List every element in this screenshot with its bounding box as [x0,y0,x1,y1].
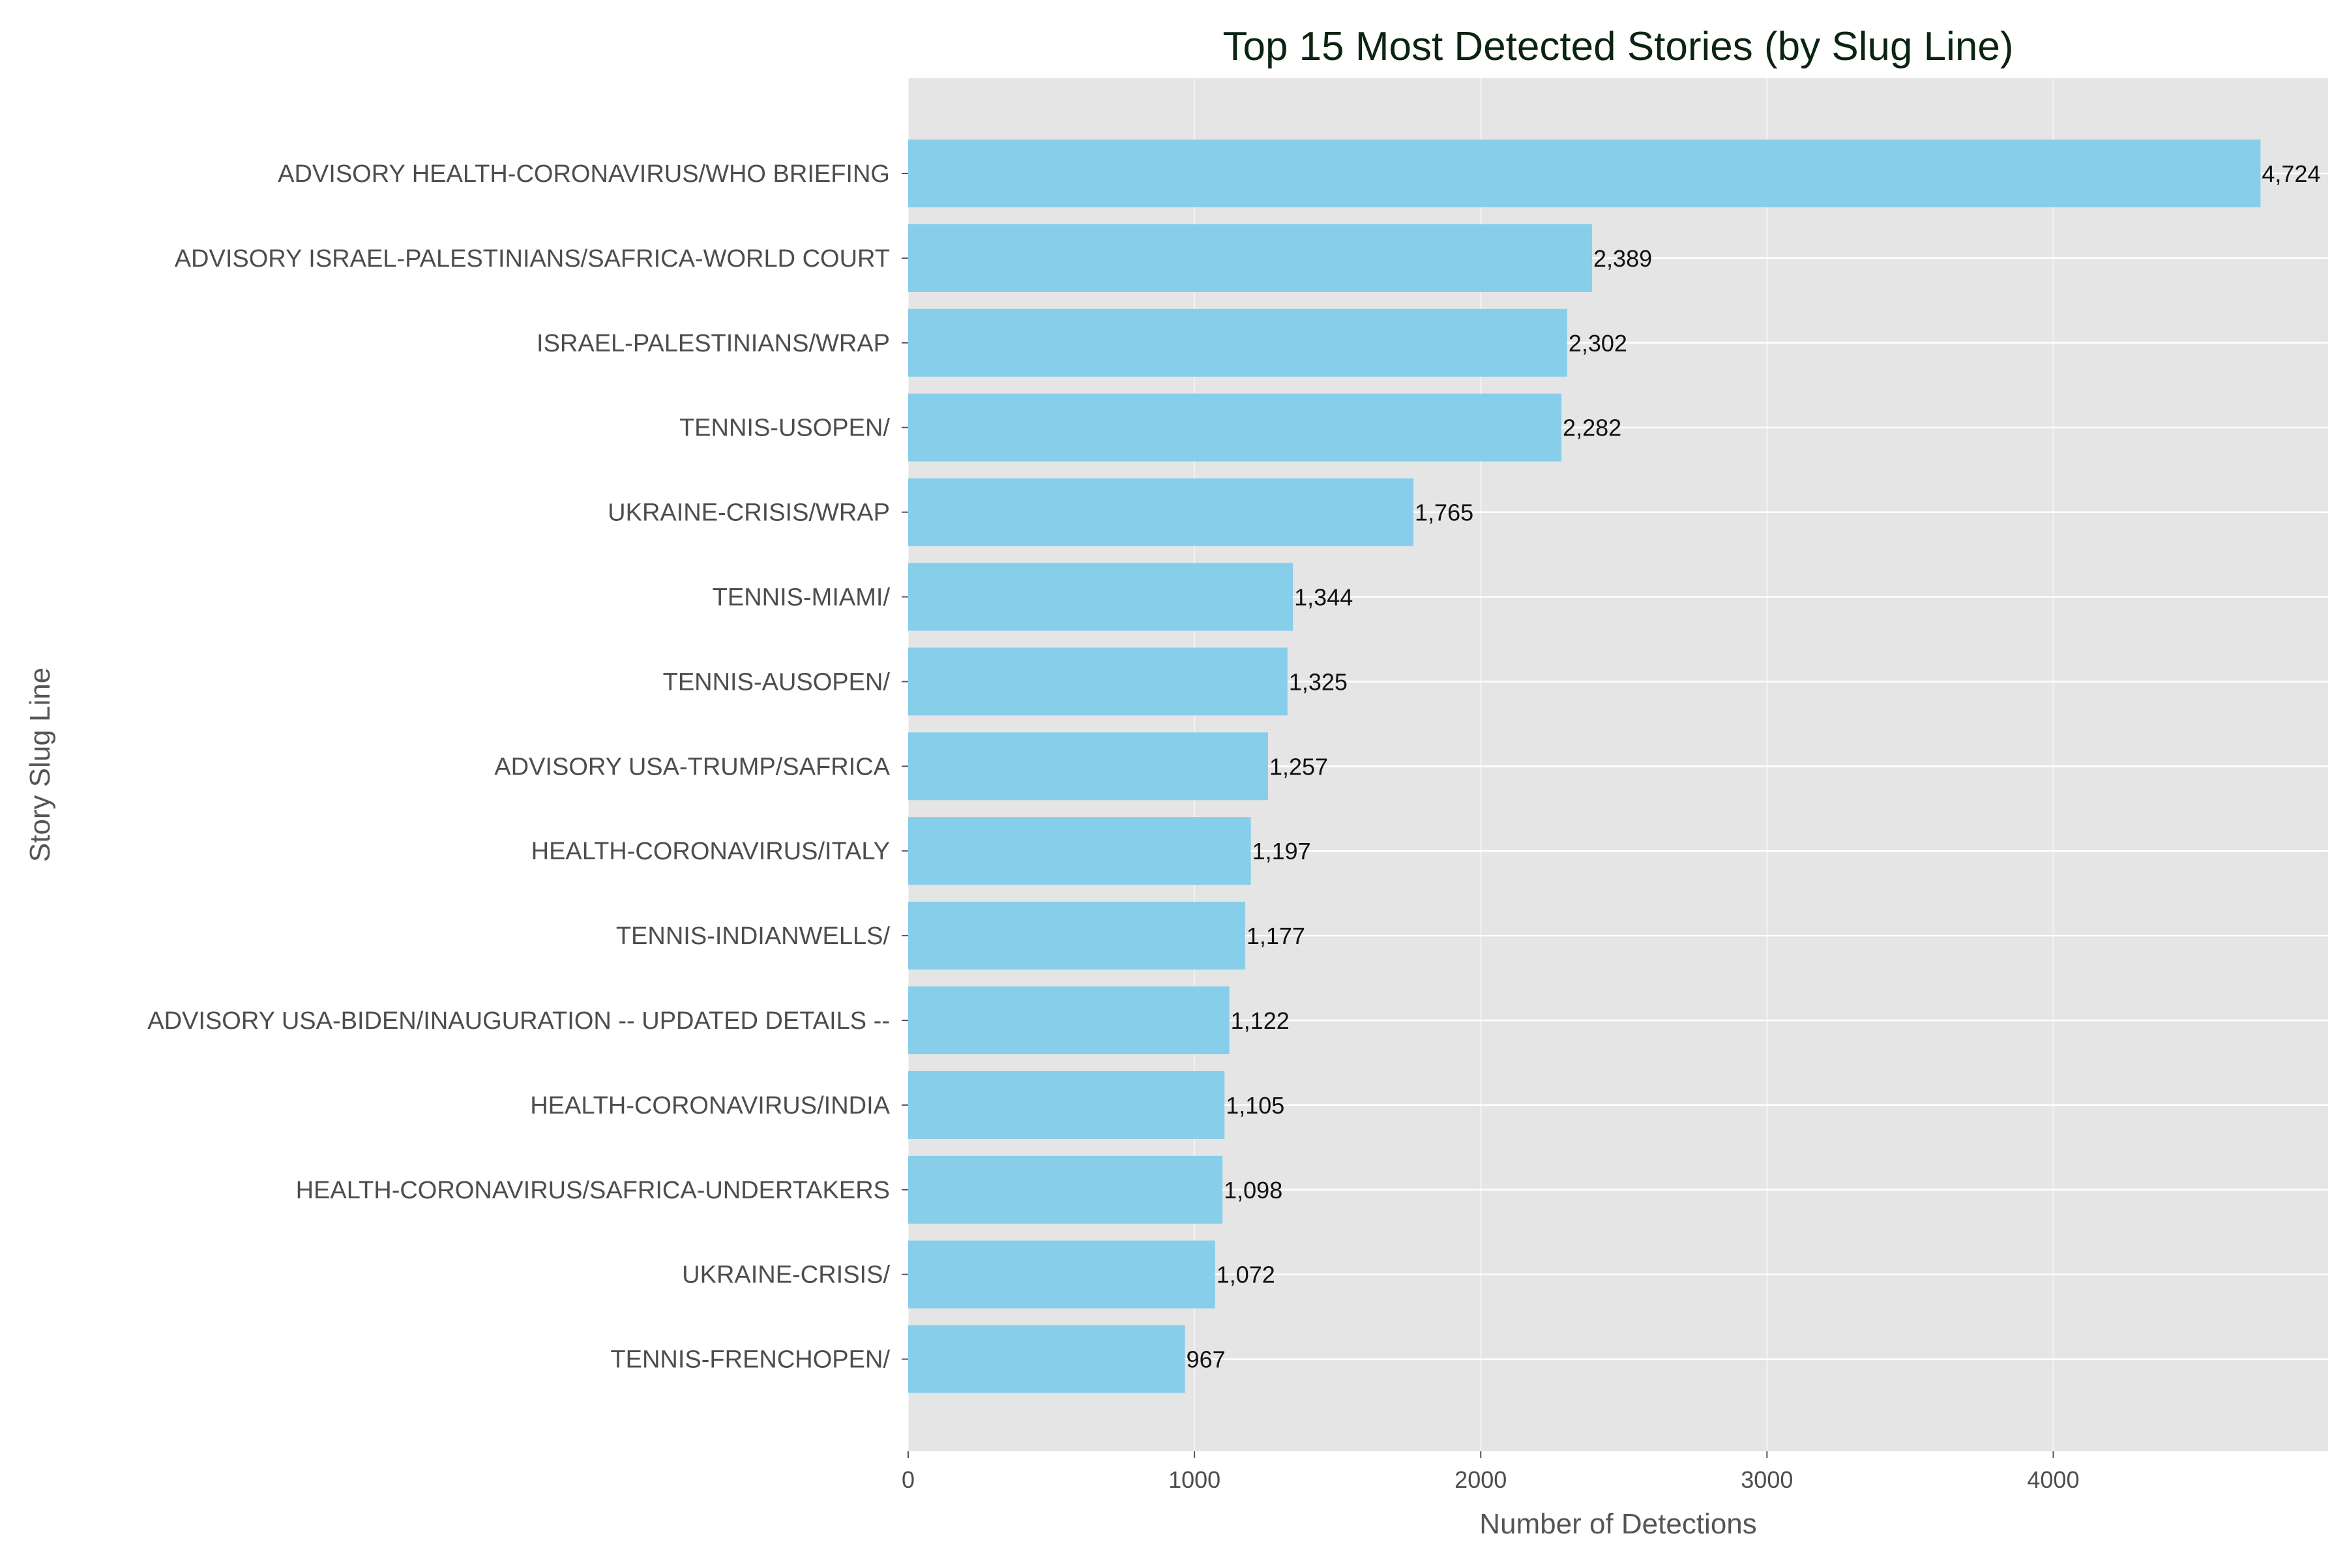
bar-value-label: 2,302 [1569,330,1627,357]
bar [908,817,1251,885]
bar-value-label: 2,282 [1563,415,1621,441]
bar [908,393,1562,462]
bar-value-label: 1,122 [1231,1007,1290,1034]
bar-value-label: 1,325 [1289,668,1348,695]
category-label: ADVISORY ISRAEL-PALESTINIANS/SAFRICA-WOR… [175,245,890,273]
x-tick-label: 0 [902,1466,915,1493]
bar-value-label: 1,177 [1247,923,1305,949]
category-label: TENNIS-USOPEN/ [679,415,890,442]
category-label: TENNIS-AUSOPEN/ [663,668,891,696]
x-tick-label: 4000 [2027,1466,2079,1493]
bar [908,1240,1215,1309]
bar-value-label: 1,098 [1224,1177,1282,1204]
bar-value-label: 4,724 [2262,160,2320,187]
bar-value-label: 1,257 [1269,753,1328,780]
bar-value-label: 1,197 [1252,838,1311,865]
x-tick-label: 3000 [1741,1466,1793,1493]
category-label: UKRAINE-CRISIS/ [682,1262,890,1289]
bar-value-label: 1,105 [1226,1092,1284,1119]
bar [908,647,1288,716]
y-axis-label: Story Slug Line [24,668,56,862]
bar [908,1325,1185,1393]
bar-value-label: 1,765 [1415,499,1473,526]
category-label: UKRAINE-CRISIS/WRAP [608,499,890,527]
bar [908,140,2261,207]
x-ticks: 0 1000 2000 3000 4000 [902,1451,2079,1493]
bar [908,986,1230,1054]
category-label: TENNIS-MIAMI/ [713,584,891,612]
bar-value-label: 967 [1187,1346,1226,1373]
bar [908,563,1293,631]
bar [908,1155,1223,1224]
bars [908,140,2261,1393]
chart-title: Top 15 Most Detected Stories (by Slug Li… [1222,24,2013,69]
bar-value-label: 1,072 [1217,1262,1275,1288]
bar-value-label: 1,344 [1294,584,1353,611]
category-labels: ADVISORY HEALTH-CORONAVIRUS/WHO BRIEFING… [147,160,908,1374]
category-label: TENNIS-FRENCHOPEN/ [610,1346,890,1374]
category-label: HEALTH-CORONAVIRUS/SAFRICA-UNDERTAKERS [296,1177,890,1204]
x-tick-label: 1000 [1168,1466,1220,1493]
value-labels: 4,724 2,389 2,302 2,282 1,765 1,344 1,325 1,257… [1187,160,2321,1373]
category-label: TENNIS-INDIANWELLS/ [616,923,891,950]
category-label: ISRAEL-PALESTINIANS/WRAP [537,330,890,357]
category-label: HEALTH-CORONAVIRUS/ITALY [531,838,890,865]
category-label: ADVISORY HEALTH-CORONAVIRUS/WHO BRIEFING [278,160,890,188]
bar [908,732,1268,801]
category-label: ADVISORY USA-TRUMP/SAFRICA [494,753,890,780]
bar [908,902,1245,970]
x-tick-label: 2000 [1454,1466,1507,1493]
x-axis-label: Number of Detections [1479,1508,1757,1540]
category-label: ADVISORY USA-BIDEN/INAUGURATION -- UPDAT… [147,1007,890,1035]
category-label: HEALTH-CORONAVIRUS/INDIA [530,1092,890,1119]
bar [908,224,1593,292]
bar-value-label: 2,389 [1593,245,1652,272]
bar [908,308,1567,377]
bar [908,1071,1225,1139]
bar [908,478,1414,546]
